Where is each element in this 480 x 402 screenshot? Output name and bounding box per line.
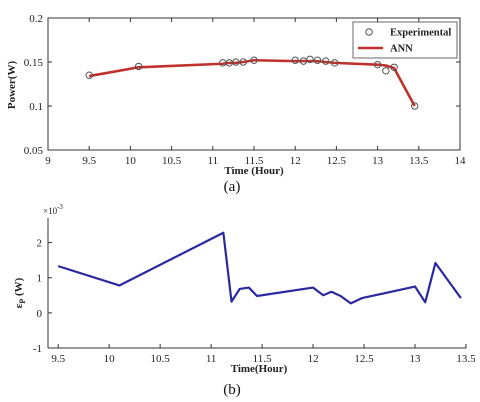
chart-b-series [57,231,462,305]
chart-a-xtick-label: 14 [455,155,467,167]
chart-b-xtick-label: 13 [410,353,422,365]
experimental-point [373,60,382,69]
chart-a-xtick-label: 13 [372,155,384,167]
chart-a-xtick-label: 11 [208,155,219,167]
experimental-point [313,56,322,64]
experimental-point [390,63,398,71]
chart-b-xlabel: Time(Hour) [231,363,288,375]
chart-b-ytick-label: 1 [37,273,43,285]
chart-b-xtick-label: 10.5 [151,353,171,365]
experimental-point [299,57,308,65]
chart-b-ytick-label: -1 [33,343,42,355]
experimental-point [250,56,258,64]
experimental-point [321,57,330,65]
series-ann-line [88,58,416,107]
chart-a-legend: Experimental ANN [352,21,458,59]
experimental-point [85,71,93,79]
chart-b-xtick-label: 13.5 [456,353,476,365]
chart-a-ytick-label: 0.1 [29,101,43,113]
chart-a-xtick-label: 10.5 [162,155,182,167]
experimental-point [232,58,240,66]
chart-b-xtick-label: 9.5 [51,353,65,365]
experimental-point [331,59,339,67]
chart-a-caption: (a) [224,179,241,195]
legend-label-ann: ANN [390,44,413,55]
experimental-point [410,102,419,110]
experimental-point [306,55,314,64]
chart-a-series [85,55,419,110]
chart-a-xtick-label: 10 [125,155,137,167]
chart-b-ytick-label: 2 [37,238,43,250]
chart-a-ylabel: Power(W) [6,61,18,110]
chart-b-xtick-label: 10 [104,353,116,365]
error-series-line [57,231,462,305]
chart-a-xtick-label: 11.5 [245,155,264,167]
legend-label-experimental: Experimental [390,28,451,39]
chart-a-xtick-label: 12 [290,155,301,167]
experimental-point [382,67,390,75]
chart-b-xtick-label: 11 [206,353,217,365]
chart-a-ytick-label: 0.2 [29,13,43,25]
chart-b-caption: (b) [223,382,241,398]
chart-a-xtick-label: 9 [45,155,51,167]
chart-b-ylabel: εP (W) [13,277,27,308]
chart-a-ytick-label: 0.15 [24,57,44,69]
chart-a-xtick-label: 9.5 [82,155,96,167]
chart-b-xtick-label: 12.5 [354,353,374,365]
chart-a-ytick-label: 0.05 [24,145,44,157]
chart-b-xtick-label: 11.5 [253,353,272,365]
experimental-point [291,56,299,64]
chart-b-xtick-label: 12 [308,353,319,365]
experimental-point [134,62,143,71]
legend-box [352,21,458,59]
chart-a-xtick-label: 13.5 [409,155,429,167]
chart-b-ytick-label: 0 [37,308,43,320]
experimental-point [239,58,247,66]
chart-a-ticks: 9 9.5 10 10.5 11 11.5 12 12.5 13 13.5 14 0.05 0.1 0.1… [24,13,466,167]
chart-a-xlabel: Time (Hour) [224,165,284,177]
legend-marker-experimental [365,28,373,36]
chart-a-xtick-label: 12.5 [327,155,347,167]
chart-b-exponent-label: ×10-3 [43,203,63,216]
chart-a-power: 9 9.5 10 10.5 11 11.5 12 12.5 13 13.5 14 0.05 0.1 0.1… [6,13,466,195]
